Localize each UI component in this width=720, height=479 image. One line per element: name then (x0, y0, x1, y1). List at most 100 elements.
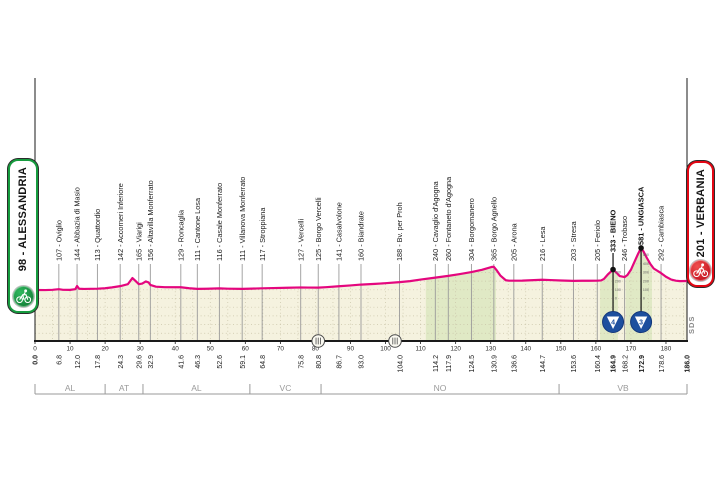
feed-zone-icon (388, 334, 402, 348)
waypoint-name-label: 156 - Altavilla Monferrato (146, 180, 155, 261)
waypoint-km-label: 59.1 (240, 355, 247, 369)
waypoint-name-label: 113 - Quattordio (93, 209, 102, 261)
climb-elevation-tick: 200 (615, 279, 621, 283)
waypoint-km-label: 144.7 (540, 355, 547, 373)
climb-summit-dot (610, 266, 616, 273)
climb-category-icon: 3 (630, 311, 653, 333)
waypoint-km-label: 104.0 (397, 355, 404, 373)
climb-elevation-tick: 300 (643, 271, 649, 275)
climb-elevation-tick: 200 (643, 279, 649, 283)
climb-category-number: 4 (611, 320, 615, 327)
axis-tick-label: 50 (207, 346, 215, 353)
axis-tick-label: 180 (661, 346, 672, 353)
climb-elevation-tick: 100 (643, 288, 649, 292)
waypoint-km-label: 64.8 (260, 355, 267, 369)
waypoint-name-label: 160 - Biandrate (357, 211, 366, 261)
axis-tick-label: 30 (137, 346, 145, 353)
waypoint-name-label: 141 - Casalvolone (335, 202, 344, 261)
waypoint-name-label: 205 - Arona (509, 222, 518, 261)
region-label: AL (191, 383, 202, 393)
waypoint-km-label: 46.3 (195, 355, 202, 369)
climb-elevation-tick: 0 (615, 297, 617, 301)
waypoint-name-label: 365 - Borgo Agnello (489, 197, 498, 261)
climb-elevation-tick: 400 (643, 262, 649, 266)
axis-tick-label: 10 (66, 346, 74, 353)
waypoint-km-label: 114.2 (433, 355, 440, 372)
climb-name-label: 333 - BIENO (609, 209, 618, 252)
waypoint-km-label: 130.9 (492, 355, 499, 373)
axis-tick-label: 70 (277, 346, 285, 353)
waypoint-name-label: 216 - Lesa (538, 226, 547, 261)
waypoint-name-label: 144 - Abbazia di Masio (73, 187, 82, 261)
waypoint-km-label: 93.0 (359, 355, 366, 369)
waypoint-name-label: 188 - Bv. per Proh (395, 202, 404, 261)
waypoint-km-label: 0.0 (33, 355, 40, 365)
waypoint-km-label: 32.9 (148, 355, 155, 369)
waypoint-km-label: 164.9 (611, 355, 618, 373)
axis-tick-label: 140 (520, 346, 531, 353)
axis-tick-label: 110 (415, 346, 426, 353)
waypoint-km-label: 86.7 (337, 355, 344, 369)
region-label: VB (617, 383, 629, 393)
axis-tick-label: 150 (555, 346, 566, 353)
climb-name-label: 581 - UNGIASCA (637, 186, 646, 245)
finish-cyclist-icon (690, 260, 711, 281)
waypoint-km-label: 75.8 (298, 355, 305, 369)
climb-elevation-tick: 500 (643, 253, 649, 257)
axis-tick-label: 60 (242, 346, 250, 353)
feed-zone-icon (311, 334, 326, 348)
waypoint-km-label: 136.6 (512, 355, 519, 373)
waypoint-km-label: 52.6 (217, 355, 224, 369)
waypoint-name-label: 116 - Casale Monferrato (215, 183, 224, 261)
waypoint-km-label: 17.8 (95, 355, 102, 369)
axis-tick-label: 170 (626, 346, 637, 353)
waypoint-km-label: 186.0 (685, 355, 692, 373)
watermark-sds: SDS (687, 316, 696, 334)
climb-elevation-tick: 100 (615, 288, 621, 292)
waypoint-km-label: 29.6 (136, 355, 143, 369)
waypoint-name-label: 260 - Fontaneto d'Agogna (444, 176, 453, 261)
climb-summit-dot (638, 245, 644, 251)
waypoint-name-label: 240 - Cavaglio d'Agogna (431, 180, 440, 261)
axis-tick-label: 160 (591, 346, 602, 353)
waypoint-name-label: 246 - Trobaso (620, 216, 629, 261)
region-label: NO (434, 383, 447, 393)
waypoint-name-label: 205 - Feriolo (593, 220, 602, 261)
waypoint-name-label: 111 - Cantone Losa (193, 197, 202, 261)
finish-label: 201 - VERBANIA (694, 169, 707, 258)
waypoint-name-label: 125 - Borgo Vercelli (314, 197, 323, 261)
axis-tick-label: 40 (172, 346, 180, 353)
waypoint-name-label: 129 - Roncaglia (176, 209, 185, 261)
climb-category-icon: 4 (602, 311, 625, 333)
axis-tick-label: 120 (450, 346, 461, 353)
climb-category-number: 3 (639, 320, 643, 327)
waypoint-km-label: 160.4 (595, 355, 602, 373)
waypoint-km-label: 24.3 (118, 355, 125, 369)
waypoint-km-label: 12.0 (75, 355, 82, 369)
waypoint-km-label: 124.5 (469, 355, 476, 373)
waypoint-km-label: 117.9 (446, 355, 453, 372)
climb-elevation-tick: 300 (615, 271, 621, 275)
climb-elevation-tick: 0 (643, 297, 645, 301)
start-cyclist-icon (12, 286, 34, 307)
waypoint-km-label: 80.8 (316, 355, 323, 369)
profile-line (33, 246, 689, 292)
axis-tick-label: 90 (347, 346, 355, 353)
region-label: AT (119, 383, 129, 393)
axis-tick-label: 20 (102, 346, 110, 353)
waypoint-km-label: 168.2 (622, 355, 629, 373)
region-label: VC (280, 383, 292, 393)
axis-tick-label: 0 (33, 346, 37, 353)
region-label: AL (65, 383, 76, 393)
waypoint-km-label: 153.6 (571, 355, 578, 373)
waypoint-name-label: 117 - Stroppiana (258, 207, 267, 261)
axis-tick-label: 80 (312, 346, 320, 353)
waypoint-name-label: 111 - Villanova Monferrato (238, 177, 247, 261)
finish-label-box: 201 - VERBANIA (687, 161, 714, 287)
waypoint-km-label: 178.6 (659, 355, 666, 373)
waypoint-name-label: 203 - Stresa (569, 220, 578, 261)
waypoint-name-label: 165 - Viarigi (134, 222, 143, 261)
start-label-box: 98 - ALESSANDRIA (8, 159, 38, 313)
